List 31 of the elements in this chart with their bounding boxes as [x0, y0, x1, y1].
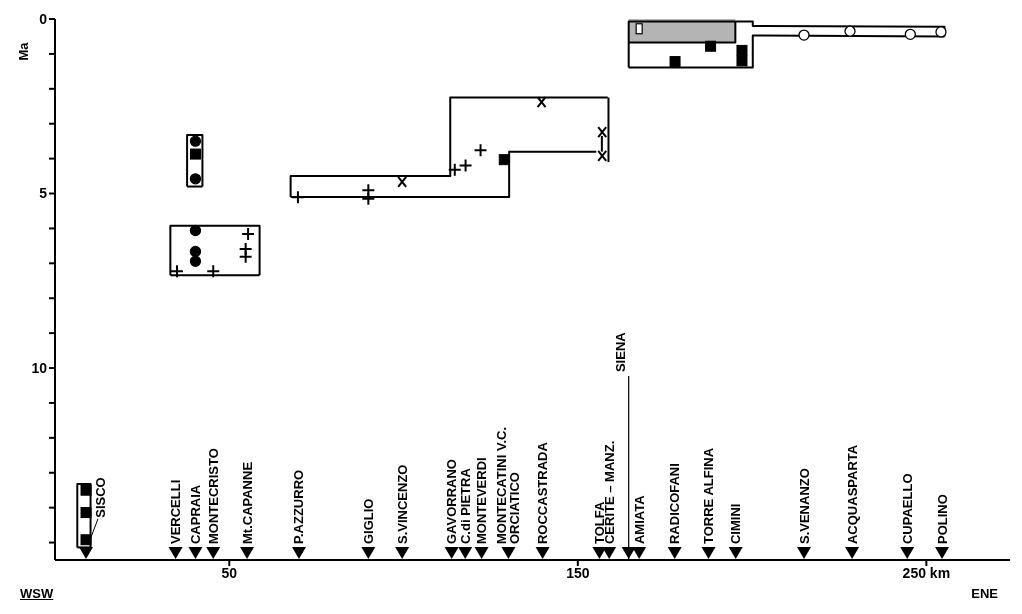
annotation: S.VENANZO — [796, 468, 812, 545]
annotation: VERCELLI — [168, 479, 184, 545]
annotation: SISCO — [92, 477, 108, 518]
y-tick-label: 10 — [31, 360, 48, 376]
annotation: AMIATA — [631, 494, 647, 545]
text: ENE — [971, 586, 998, 601]
annotation: GAVORRANO — [444, 459, 460, 545]
annotation: MONTEVERDI — [474, 457, 490, 545]
annotation: TORRE ALFINA — [701, 447, 717, 545]
annotation: ROCCASTRADA — [535, 441, 551, 545]
x-tick-label: 50 — [221, 564, 238, 581]
annotation: CIMINI — [728, 503, 744, 545]
annotation: POLINO — [934, 494, 950, 545]
x-tick-label: 150 — [566, 564, 590, 581]
annotation: GIGLIO — [360, 498, 376, 545]
y-tick-label: 0 — [39, 10, 48, 27]
annotation: MONTECRISTO — [205, 448, 221, 545]
annotation: RADICOFANI — [667, 463, 683, 545]
x-tick-label: 250 km — [902, 564, 951, 581]
annotation: CUPAELLO — [899, 473, 915, 545]
annotation: CAPRAIA — [187, 484, 203, 545]
annotation: Mt.CAPANNE — [239, 461, 255, 545]
annotation: MONTECATINI V.C. ORCIATICO — [494, 427, 523, 545]
annotation: S.VINCENZO — [394, 464, 410, 545]
y-axis-title: Ma — [15, 42, 31, 61]
annotation: C.di PIETRA — [457, 467, 473, 545]
y-tick-label: 5 — [39, 185, 48, 202]
ref-line-label: SIENA — [613, 331, 629, 373]
annotation: P.AZZURRO — [291, 469, 307, 545]
annotation: ACQUASPARTA — [844, 444, 860, 545]
text: WSW — [20, 586, 54, 601]
